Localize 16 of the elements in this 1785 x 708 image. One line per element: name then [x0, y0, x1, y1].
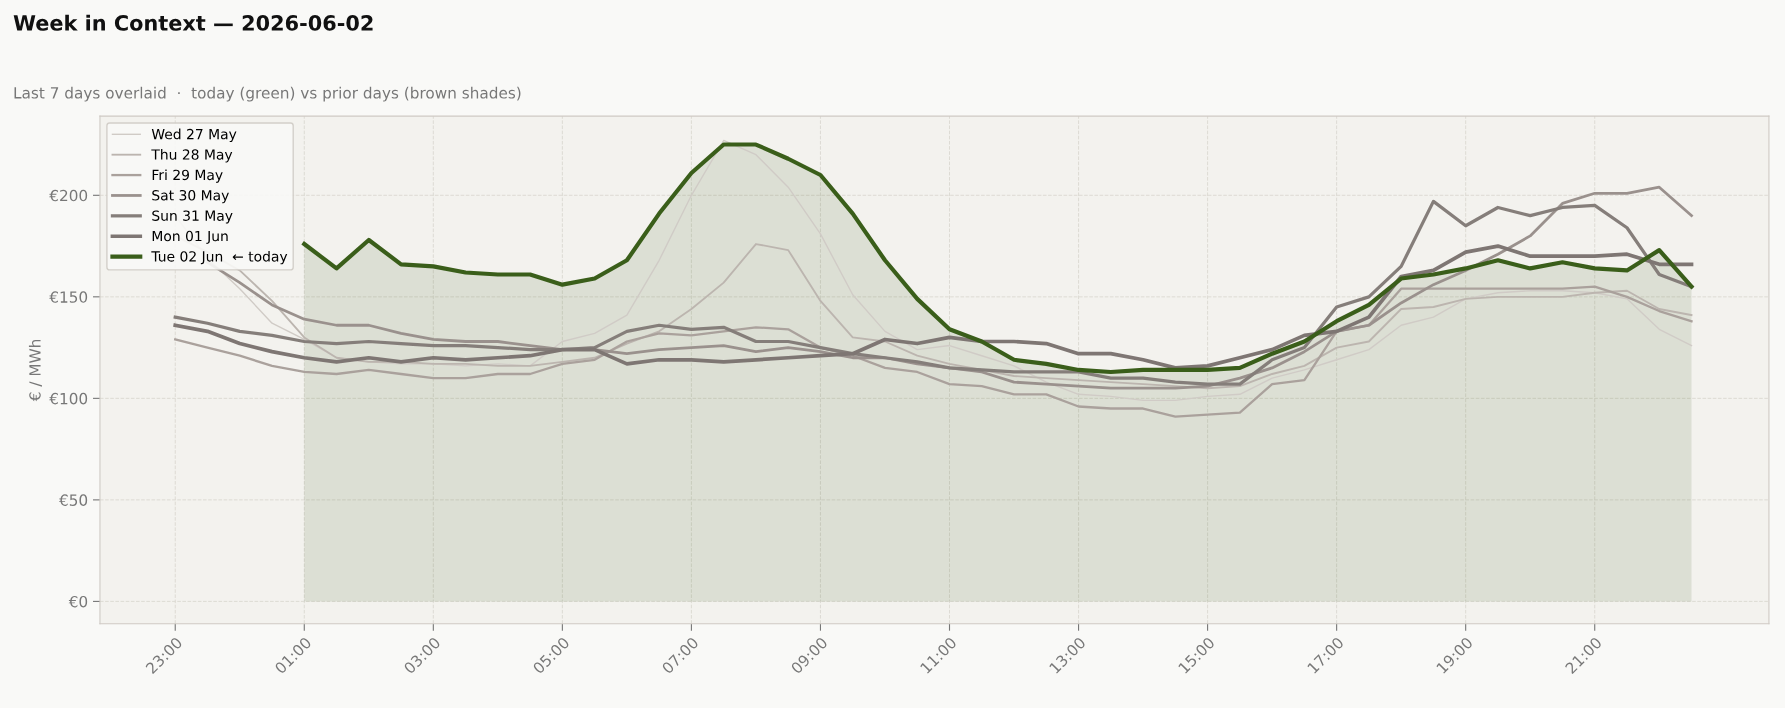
legend-label: Sun 31 May: [152, 210, 233, 224]
y-tick-label: €50: [58, 494, 88, 506]
legend-label: Fri 29 May: [152, 169, 223, 183]
legend-label: Mon 01 Jun: [152, 230, 228, 244]
chart-subtitle: Last 7 days overlaid · today (green) vs prior days (brown shades): [14, 86, 521, 102]
y-tick-label: €100: [49, 392, 88, 405]
legend-label: Thu 28 May: [151, 149, 233, 163]
chart-title: Week in Context — 2026-06-02: [13, 14, 373, 31]
y-tick-label: €200: [49, 189, 88, 202]
line-series: [174, 285, 1693, 418]
legend-label: Sat 30 May: [152, 190, 229, 204]
y-tick-label: €0: [68, 595, 88, 608]
legend-label: Wed 27 May: [151, 128, 237, 143]
legend-label: Tue 02 Jun ← today: [151, 250, 288, 265]
y-axis-title: € / MWh: [28, 339, 42, 402]
y-tick-label: €150: [49, 291, 88, 303]
